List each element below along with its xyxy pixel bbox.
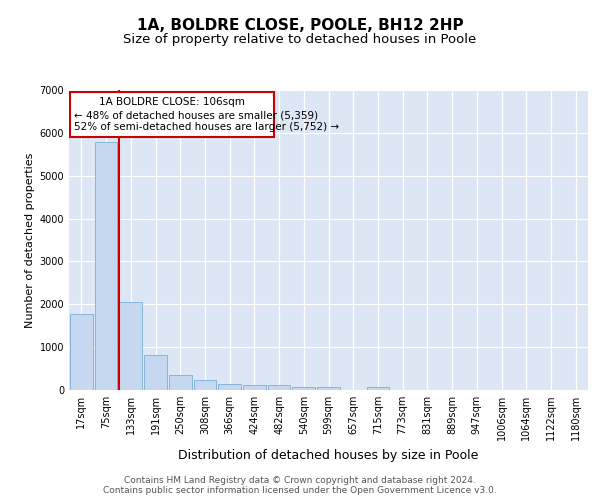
Bar — [218, 384, 241, 390]
Bar — [70, 92, 274, 137]
Text: Contains public sector information licensed under the Open Government Licence v3: Contains public sector information licen… — [103, 486, 497, 495]
X-axis label: Distribution of detached houses by size in Poole: Distribution of detached houses by size … — [178, 448, 479, 462]
Text: 1A, BOLDRE CLOSE, POOLE, BH12 2HP: 1A, BOLDRE CLOSE, POOLE, BH12 2HP — [137, 18, 463, 32]
Bar — [367, 387, 389, 390]
Text: 52% of semi-detached houses are larger (5,752) →: 52% of semi-detached houses are larger (… — [74, 122, 339, 132]
Bar — [268, 386, 290, 390]
Bar — [119, 302, 142, 390]
Bar — [243, 385, 266, 390]
Bar — [169, 374, 191, 390]
Text: Contains HM Land Registry data © Crown copyright and database right 2024.: Contains HM Land Registry data © Crown c… — [124, 476, 476, 485]
Bar — [317, 387, 340, 390]
Y-axis label: Number of detached properties: Number of detached properties — [25, 152, 35, 328]
Text: ← 48% of detached houses are smaller (5,359): ← 48% of detached houses are smaller (5,… — [74, 110, 318, 120]
Bar — [70, 314, 93, 390]
Bar — [95, 142, 118, 390]
Bar — [292, 386, 315, 390]
Text: Size of property relative to detached houses in Poole: Size of property relative to detached ho… — [124, 32, 476, 46]
Bar — [194, 380, 216, 390]
Bar — [144, 355, 167, 390]
Text: 1A BOLDRE CLOSE: 106sqm: 1A BOLDRE CLOSE: 106sqm — [99, 98, 245, 108]
